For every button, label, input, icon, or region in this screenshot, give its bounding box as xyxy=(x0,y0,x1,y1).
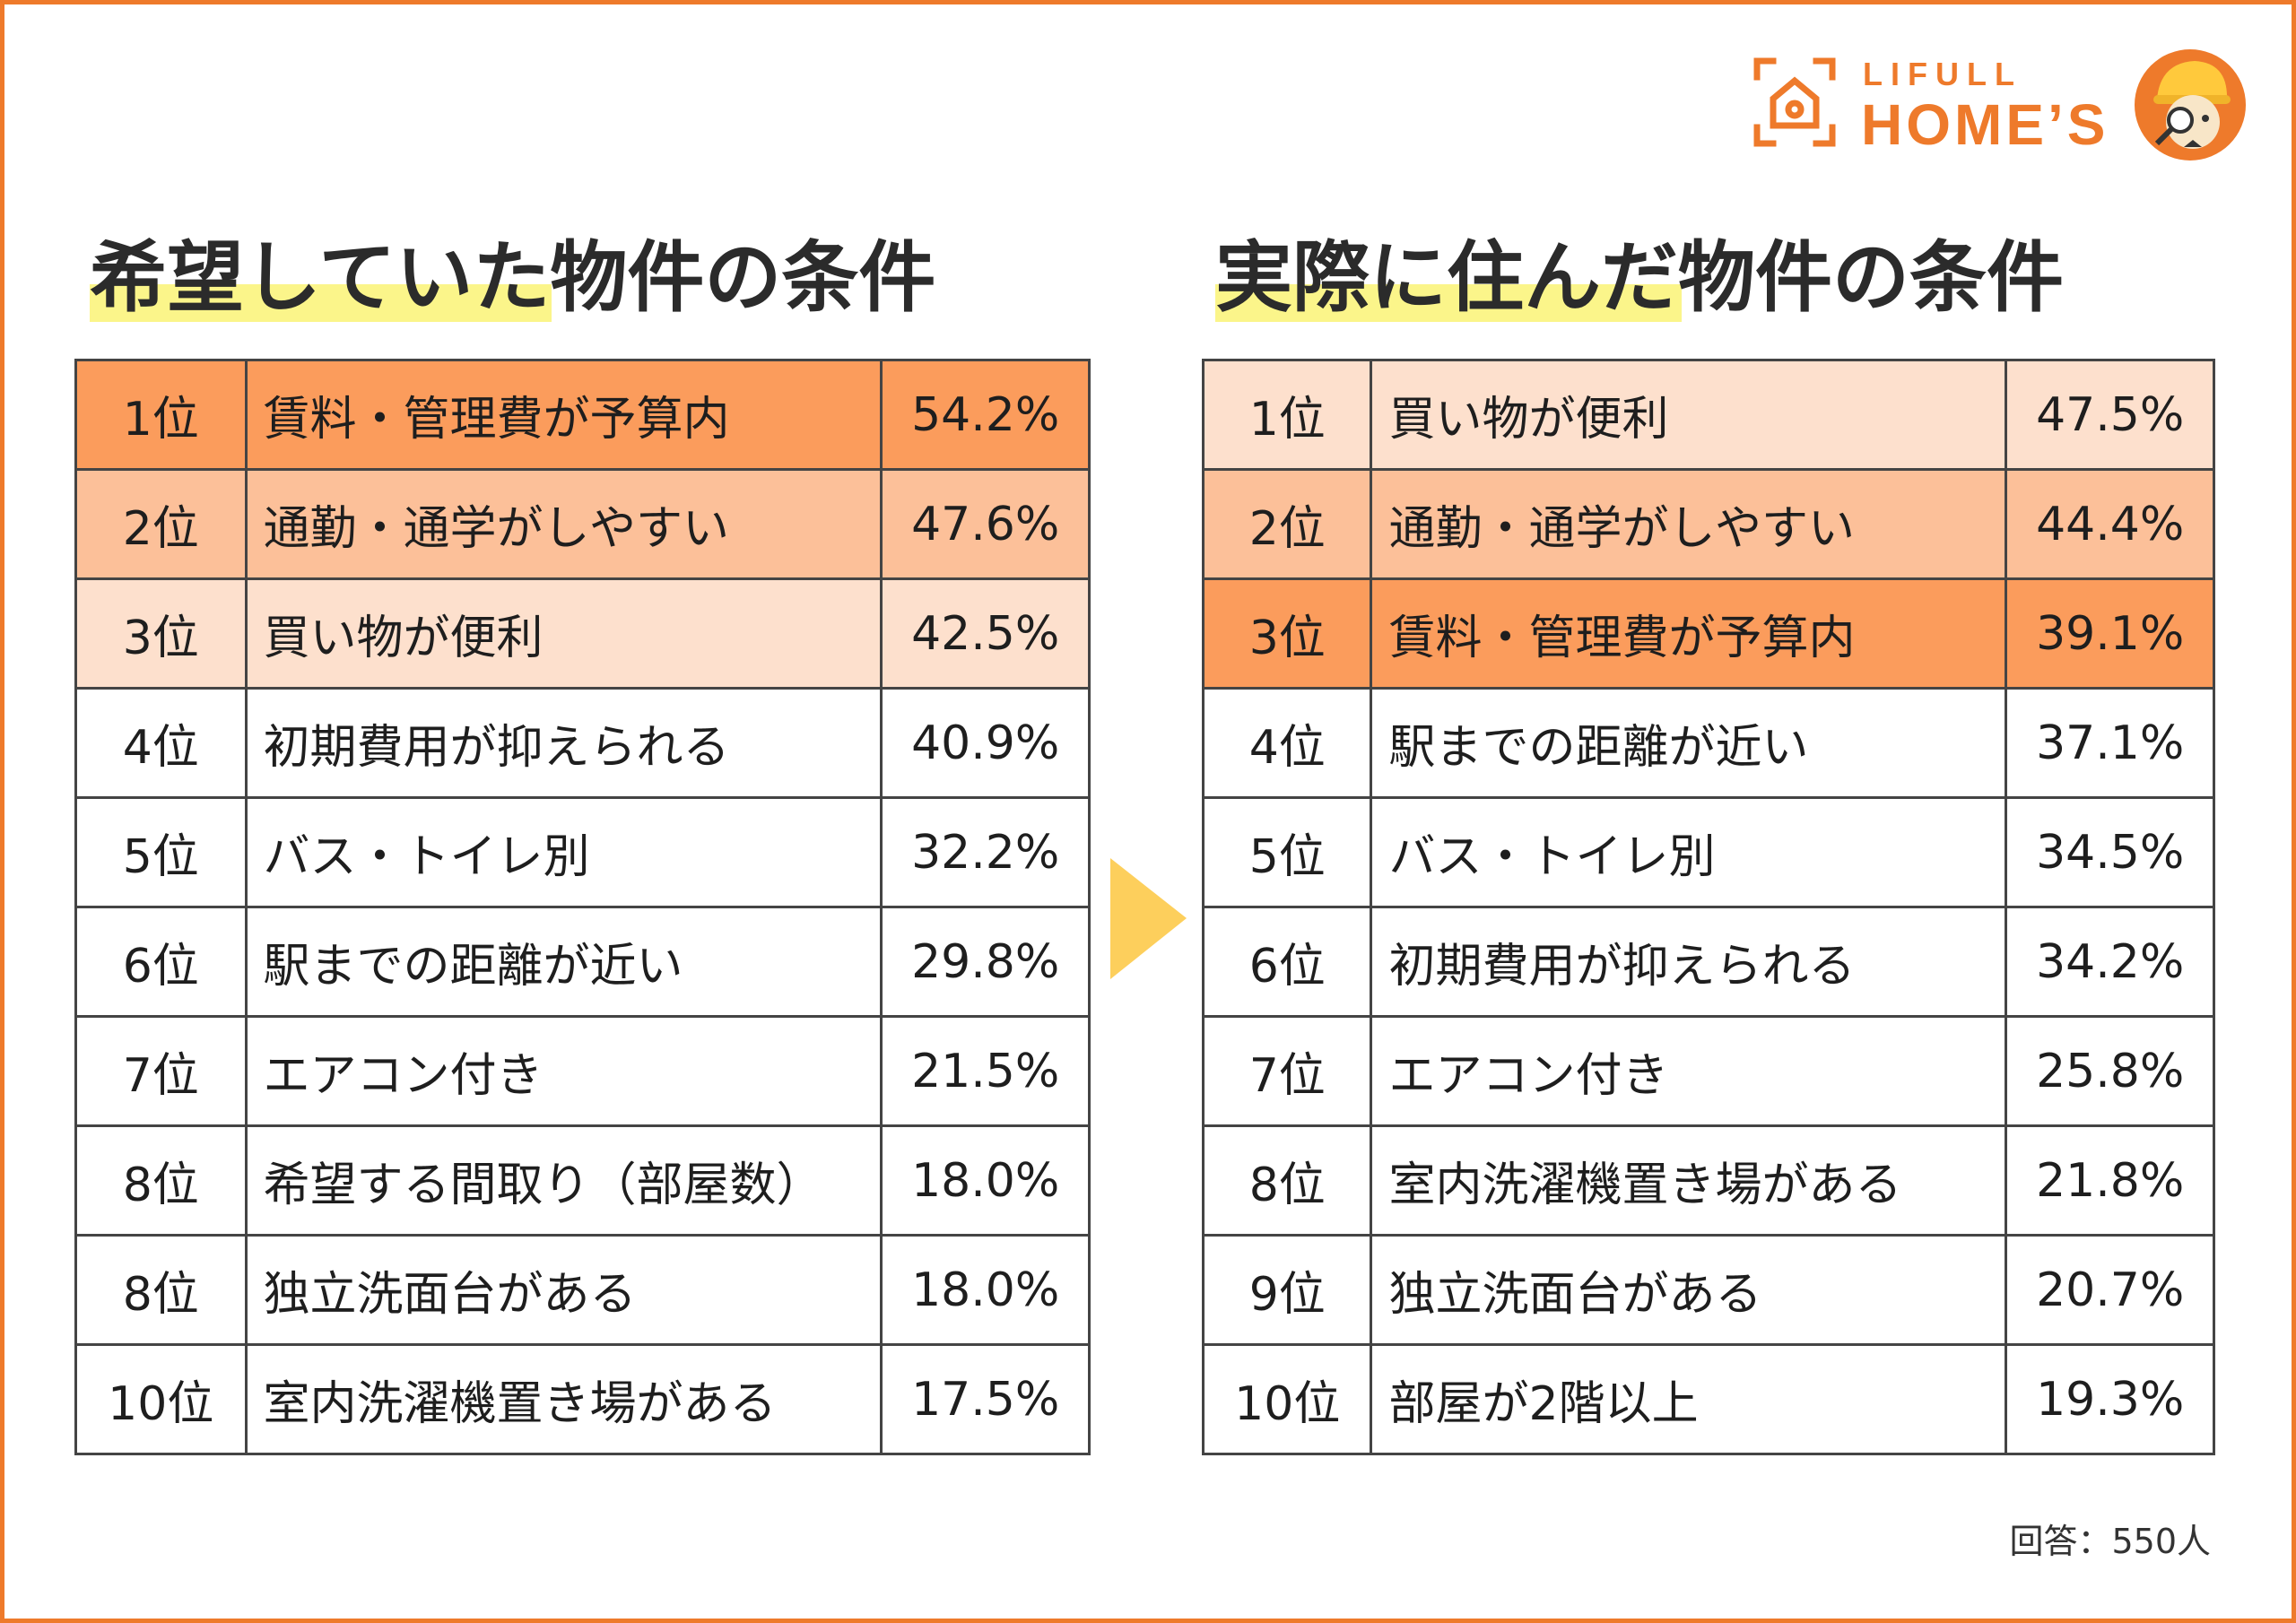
condition-cell: 室内洗濯機置き場がある xyxy=(1370,1124,2008,1237)
condition-cell: 部屋が2階以上 xyxy=(1370,1343,2008,1455)
condition-cell: 賃料・管理費が予算内 xyxy=(1370,577,2008,690)
logo-homes-text: HOME’S xyxy=(1861,92,2109,157)
title-highlight xyxy=(90,284,552,322)
condition-cell: 買い物が便利 xyxy=(244,577,883,690)
percentage-cell: 21.8% xyxy=(2005,1124,2215,1237)
lifull-homes-logo: LIFULL HOME’S xyxy=(1753,47,2256,172)
condition-cell: 独立洗面台がある xyxy=(1370,1234,2008,1346)
mascot-character-icon xyxy=(2135,49,2246,161)
rank-cell: 4位 xyxy=(74,687,248,799)
table-row: 3位 買い物が便利 42.5% xyxy=(74,577,1091,690)
table-row: 8位 独立洗面台がある 18.0% xyxy=(74,1234,1091,1346)
table-row: 1位 賃料・管理費が予算内 54.2% xyxy=(74,359,1091,471)
rank-cell: 8位 xyxy=(74,1124,248,1237)
table-row: 9位 独立洗面台がある 20.7% xyxy=(1201,1234,2215,1346)
percentage-cell: 40.9% xyxy=(880,687,1091,799)
arrow-right-triangle-icon xyxy=(1110,858,1187,979)
title-text: 実際に住んだ物件の条件 xyxy=(1215,233,2064,323)
table-row: 5位 バス・トイレ別 32.2% xyxy=(74,796,1091,908)
rank-cell: 10位 xyxy=(1201,1343,1373,1455)
ranking-table-desired: 1位 賃料・管理費が予算内 54.2% 2位 通勤・通学がしやすい 47.6% 3位 買い物が… xyxy=(74,359,1091,1455)
rank-cell: 3位 xyxy=(1201,577,1373,690)
table-row: 1位 買い物が便利 47.5% xyxy=(1201,359,2215,471)
percentage-cell: 37.1% xyxy=(2005,687,2215,799)
condition-cell: エアコン付き xyxy=(244,1015,883,1127)
condition-cell: 駅までの距離が近い xyxy=(244,906,883,1018)
percentage-cell: 42.5% xyxy=(880,577,1091,690)
condition-cell: 駅までの距離が近い xyxy=(1370,687,2008,799)
rank-cell: 2位 xyxy=(74,468,248,580)
percentage-cell: 34.5% xyxy=(2005,796,2215,908)
title-actual-conditions: 実際に住んだ物件の条件 xyxy=(1215,229,2064,327)
rank-cell: 10位 xyxy=(74,1343,248,1455)
rank-cell: 9位 xyxy=(1201,1234,1373,1346)
table-row: 3位 賃料・管理費が予算内 39.1% xyxy=(1201,577,2215,690)
table-row: 7位 エアコン付き 25.8% xyxy=(1201,1015,2215,1127)
condition-cell: 賃料・管理費が予算内 xyxy=(244,359,883,471)
condition-cell: 初期費用が抑えられる xyxy=(244,687,883,799)
percentage-cell: 44.4% xyxy=(2005,468,2215,580)
table-row: 7位 エアコン付き 21.5% xyxy=(74,1015,1091,1127)
table-row: 2位 通勤・通学がしやすい 44.4% xyxy=(1201,468,2215,580)
rank-cell: 4位 xyxy=(1201,687,1373,799)
percentage-cell: 54.2% xyxy=(880,359,1091,471)
percentage-cell: 32.2% xyxy=(880,796,1091,908)
rank-cell: 2位 xyxy=(1201,468,1373,580)
rank-cell: 8位 xyxy=(1201,1124,1373,1237)
condition-cell: 希望する間取り（部屋数） xyxy=(244,1124,883,1237)
condition-cell: バス・トイレ別 xyxy=(244,796,883,908)
table-row: 6位 初期費用が抑えられる 34.2% xyxy=(1201,906,2215,1018)
house-bracket-icon xyxy=(1753,57,1836,147)
percentage-cell: 47.5% xyxy=(2005,359,2215,471)
rank-cell: 1位 xyxy=(1201,359,1373,471)
percentage-cell: 34.2% xyxy=(2005,906,2215,1018)
percentage-cell: 47.6% xyxy=(880,468,1091,580)
percentage-cell: 20.7% xyxy=(2005,1234,2215,1346)
condition-cell: 初期費用が抑えられる xyxy=(1370,906,2008,1018)
table-row: 8位 室内洗濯機置き場がある 21.8% xyxy=(1201,1124,2215,1237)
table-row: 4位 駅までの距離が近い 37.1% xyxy=(1201,687,2215,799)
title-desired-conditions: 希望していた物件の条件 xyxy=(90,229,935,327)
rank-cell: 6位 xyxy=(1201,906,1373,1018)
rank-cell: 5位 xyxy=(1201,796,1373,908)
percentage-cell: 18.0% xyxy=(880,1124,1091,1237)
condition-cell: エアコン付き xyxy=(1370,1015,2008,1127)
condition-cell: 買い物が便利 xyxy=(1370,359,2008,471)
percentage-cell: 39.1% xyxy=(2005,577,2215,690)
title-highlight xyxy=(1215,284,1682,322)
condition-cell: 通勤・通学がしやすい xyxy=(1370,468,2008,580)
logo-lifull-text: LIFULL xyxy=(1863,56,2022,92)
rank-cell: 5位 xyxy=(74,796,248,908)
percentage-cell: 21.5% xyxy=(880,1015,1091,1127)
rank-cell: 7位 xyxy=(74,1015,248,1127)
percentage-cell: 29.8% xyxy=(880,906,1091,1018)
percentage-cell: 17.5% xyxy=(880,1343,1091,1455)
rank-cell: 8位 xyxy=(74,1234,248,1346)
percentage-cell: 19.3% xyxy=(2005,1343,2215,1455)
condition-cell: 室内洗濯機置き場がある xyxy=(244,1343,883,1455)
rank-cell: 3位 xyxy=(74,577,248,690)
table-row: 10位 室内洗濯機置き場がある 17.5% xyxy=(74,1343,1091,1455)
condition-cell: バス・トイレ別 xyxy=(1370,796,2008,908)
respondent-count-note: 回答：550人 xyxy=(2009,1522,2211,1561)
rank-cell: 1位 xyxy=(74,359,248,471)
percentage-cell: 18.0% xyxy=(880,1234,1091,1346)
condition-cell: 通勤・通学がしやすい xyxy=(244,468,883,580)
rank-cell: 6位 xyxy=(74,906,248,1018)
table-row: 8位 希望する間取り（部屋数） 18.0% xyxy=(74,1124,1091,1237)
table-row: 10位 部屋が2階以上 19.3% xyxy=(1201,1343,2215,1455)
title-text: 希望していた物件の条件 xyxy=(90,233,936,323)
ranking-table-actual: 1位 買い物が便利 47.5% 2位 通勤・通学がしやすい 44.4% 3位 賃料・管理費が予… xyxy=(1201,359,2215,1455)
table-row: 5位 バス・トイレ別 34.5% xyxy=(1201,796,2215,908)
table-row: 6位 駅までの距離が近い 29.8% xyxy=(74,906,1091,1018)
rank-cell: 7位 xyxy=(1201,1015,1373,1127)
table-row: 4位 初期費用が抑えられる 40.9% xyxy=(74,687,1091,799)
table-row: 2位 通勤・通学がしやすい 47.6% xyxy=(74,468,1091,580)
percentage-cell: 25.8% xyxy=(2005,1015,2215,1127)
condition-cell: 独立洗面台がある xyxy=(244,1234,883,1346)
